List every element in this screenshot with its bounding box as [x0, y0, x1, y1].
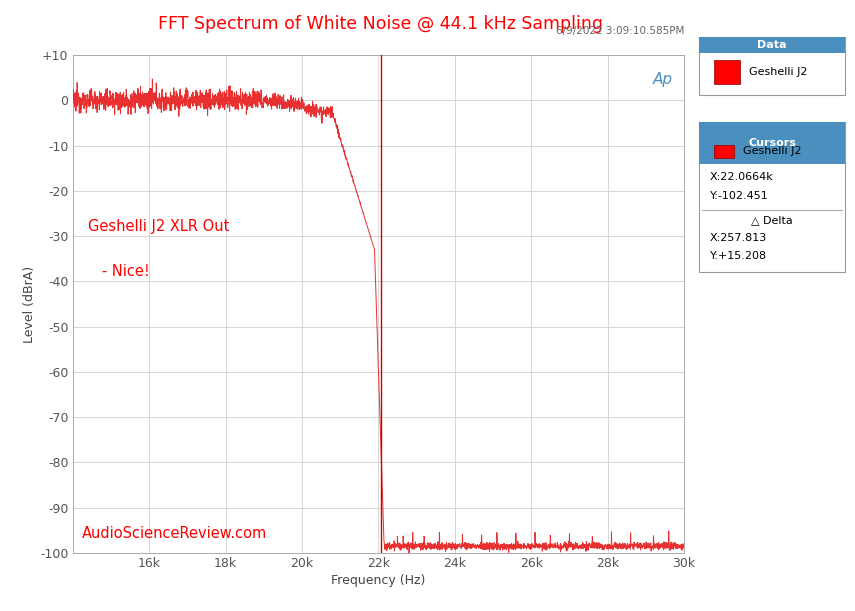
Text: Y:+15.208: Y:+15.208 [710, 251, 767, 261]
Text: Aр: Aр [652, 73, 673, 87]
Text: Geshelli J2: Geshelli J2 [749, 67, 807, 77]
Bar [714, 60, 740, 84]
Bar [714, 145, 734, 158]
Text: 6/9/2022 3:09:10.585PM: 6/9/2022 3:09:10.585PM [556, 26, 684, 35]
Text: Y:-102.451: Y:-102.451 [710, 191, 769, 201]
Text: FFT Spectrum of White Noise @ 44.1 kHz Sampling: FFT Spectrum of White Noise @ 44.1 kHz S… [158, 15, 603, 33]
Text: Geshelli J2 XLR Out: Geshelli J2 XLR Out [88, 219, 229, 234]
Bar [699, 37, 845, 53]
Text: AudioScienceReview.com: AudioScienceReview.com [82, 525, 267, 541]
Text: - Nice!: - Nice! [88, 264, 150, 279]
Text: △ Delta: △ Delta [752, 215, 793, 225]
Y-axis label: Level (dBrA): Level (dBrA) [23, 265, 36, 343]
Text: X:22.0664k: X:22.0664k [710, 172, 773, 182]
Bar [699, 122, 845, 164]
Text: X:257.813: X:257.813 [710, 233, 767, 243]
Text: Data: Data [758, 40, 787, 49]
X-axis label: Frequency (Hz): Frequency (Hz) [331, 574, 426, 587]
Text: Cursors: Cursors [748, 138, 796, 148]
Text: Geshelli J2: Geshelli J2 [743, 147, 801, 156]
